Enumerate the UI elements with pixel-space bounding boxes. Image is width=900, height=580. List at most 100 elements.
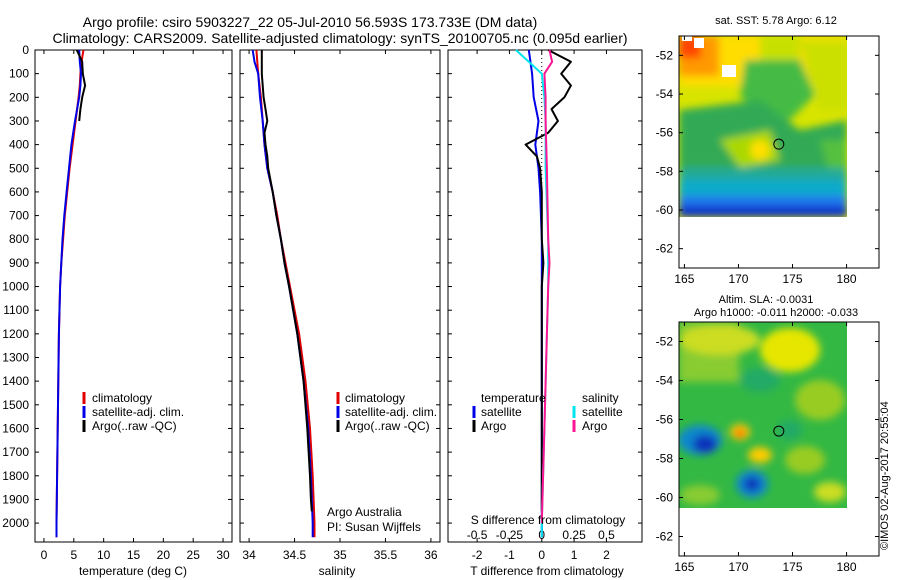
legend-label-satellite: satellite-adj. clim. <box>92 405 184 419</box>
legend-label-climatology: climatology <box>345 391 405 405</box>
depth-tick-label: 800 <box>9 232 29 246</box>
legend-label-sal-satellite: satellite <box>582 405 623 419</box>
depth-tick-label: 1700 <box>2 445 29 459</box>
map-y-tick-label: -60 <box>656 203 674 217</box>
depth-tick-label: 1600 <box>2 421 29 435</box>
series-line-temperature-satellite <box>527 49 543 538</box>
sla-argo-location-marker <box>773 425 785 437</box>
annotation-argo-australia: Argo Australia <box>327 505 402 519</box>
depth-tick-label: 1100 <box>3 303 29 317</box>
depth-tick-label: 300 <box>9 114 29 128</box>
map-x-tick-label: 180 <box>837 272 857 286</box>
x-tick-label: 10 <box>97 548 111 562</box>
x-tick-label: 30 <box>216 548 230 562</box>
depth-tick-label: 700 <box>9 209 29 223</box>
depth-tick-label: 0 <box>22 43 29 57</box>
legend-label-temp-satellite: satellite <box>481 405 522 419</box>
sst-map-frame <box>678 35 880 269</box>
map-x-tick-label: 165 <box>674 272 694 286</box>
x-tick-label: 25 <box>187 548 201 562</box>
difference-xlabel: T difference from climatology <box>470 564 624 578</box>
x-tick-label: 5 <box>70 548 77 562</box>
sla-map-subtitle: Argo h1000: -0.011 h2000: -0.033 <box>694 307 858 319</box>
x-tick-label-top: -0.25 <box>496 528 524 542</box>
series-line-salinity-argo <box>540 49 554 524</box>
depth-tick-label: 600 <box>9 185 29 199</box>
depth-tick-label: 1900 <box>2 492 29 506</box>
map-x-tick-label: 170 <box>728 272 748 286</box>
figure-title-line1: Argo profile: csiro 5903227_22 05-Jul-20… <box>83 14 538 30</box>
series-line-satellite-adj-clim- <box>251 49 314 538</box>
temperature-xlabel: temperature (deg C) <box>79 564 187 578</box>
sla-map-empty-right <box>847 322 879 556</box>
sst-map-title: sat. SST: 5.78 Argo: 6.12 <box>715 15 837 27</box>
legend-label-sal-argo: Argo <box>582 419 608 433</box>
sla-map-empty-area <box>679 508 879 556</box>
difference-legend: temperature satellite Argo salinity sate… <box>472 391 623 433</box>
map-y-tick-label: -56 <box>656 126 674 140</box>
legend-label-climatology: climatology <box>92 391 152 405</box>
sla-map-title: Altim. SLA: -0.0031 <box>719 294 814 306</box>
x-tick-label: 36 <box>424 548 438 562</box>
x-tick-label: 35 <box>333 548 347 562</box>
legend-label-argo: Argo(..raw -QC) <box>345 419 430 433</box>
depth-tick-label: 2000 <box>2 516 29 530</box>
x-tick-label-top: 0.5 <box>598 528 615 542</box>
series-line-argo-raw-qc- <box>260 50 313 512</box>
depth-tick-label: 1000 <box>2 280 29 294</box>
map-y-tick-label: -54 <box>656 374 674 388</box>
sst-map-empty-area <box>679 217 879 268</box>
x-tick-label: 1 <box>571 548 578 562</box>
salinity-xlabel: salinity <box>319 564 356 578</box>
map-x-tick-label: 175 <box>782 560 802 574</box>
difference-panel-frame <box>447 49 643 543</box>
map-y-tick-label: -62 <box>656 530 674 544</box>
depth-tick-label: 100 <box>9 67 29 81</box>
legend-label-argo: Argo(..raw -QC) <box>92 419 177 433</box>
sst-argo-location-marker <box>773 138 785 150</box>
depth-tick-label: 1400 <box>2 374 29 388</box>
map-x-tick-label: 180 <box>837 560 857 574</box>
map-y-tick-label: -52 <box>656 335 674 349</box>
map-y-tick-label: -52 <box>656 48 674 62</box>
x-tick-label-top: -0.5 <box>467 528 488 542</box>
sla-map-frame <box>678 321 880 557</box>
map-x-tick-label: 175 <box>782 272 802 286</box>
x-tick-label: -1 <box>504 548 515 562</box>
map-y-tick-label: -54 <box>656 87 674 101</box>
depth-tick-label: 1300 <box>2 351 29 365</box>
map-x-tick-label: 170 <box>728 560 748 574</box>
x-tick-label: 34 <box>242 548 256 562</box>
difference-xlabel-top: S difference from climatology <box>471 513 626 527</box>
credit-text: ©IMOS 02-Aug-2017 20:55:04 <box>879 401 891 550</box>
salinity-legend: climatology satellite-adj. clim. Argo(..… <box>336 391 437 433</box>
depth-tick-label: 1800 <box>2 469 29 483</box>
legend-title-salinity: salinity <box>582 391 619 405</box>
x-tick-label: 15 <box>127 548 141 562</box>
legend-label-temp-argo: Argo <box>481 419 507 433</box>
figure-title-line2: Climatology: CARS2009. Satellite-adjuste… <box>52 30 627 46</box>
sla-map-axes: 165 170 175 180 -52 -54 -56 -58 -60 -62 <box>656 322 879 574</box>
x-tick-label: 0 <box>41 548 48 562</box>
map-x-tick-label: 165 <box>674 560 694 574</box>
map-y-tick-label: -62 <box>656 242 674 256</box>
x-tick-label: 20 <box>157 548 171 562</box>
x-tick-label: 34.5 <box>283 548 307 562</box>
legend-label-satellite: satellite-adj. clim. <box>345 405 437 419</box>
sla-map-image <box>679 322 847 508</box>
sst-map-axes: 165 170 175 180 -52 -54 -56 -58 -60 -62 <box>656 36 879 286</box>
salinity-panel-frame <box>239 49 441 543</box>
x-tick-label: 2 <box>603 548 610 562</box>
salinity-plot: 34 34.5 35 35.5 36 <box>242 49 438 562</box>
map-y-tick-label: -60 <box>656 491 674 505</box>
depth-tick-label: 1500 <box>2 398 29 412</box>
map-y-tick-label: -58 <box>656 452 674 466</box>
map-y-tick-label: -58 <box>656 164 674 178</box>
sst-map-image <box>679 36 847 217</box>
depth-tick-label: 900 <box>9 256 29 270</box>
x-tick-label: 35.5 <box>374 548 398 562</box>
depth-tick-label: 200 <box>9 90 29 104</box>
depth-tick-label: 500 <box>9 161 29 175</box>
